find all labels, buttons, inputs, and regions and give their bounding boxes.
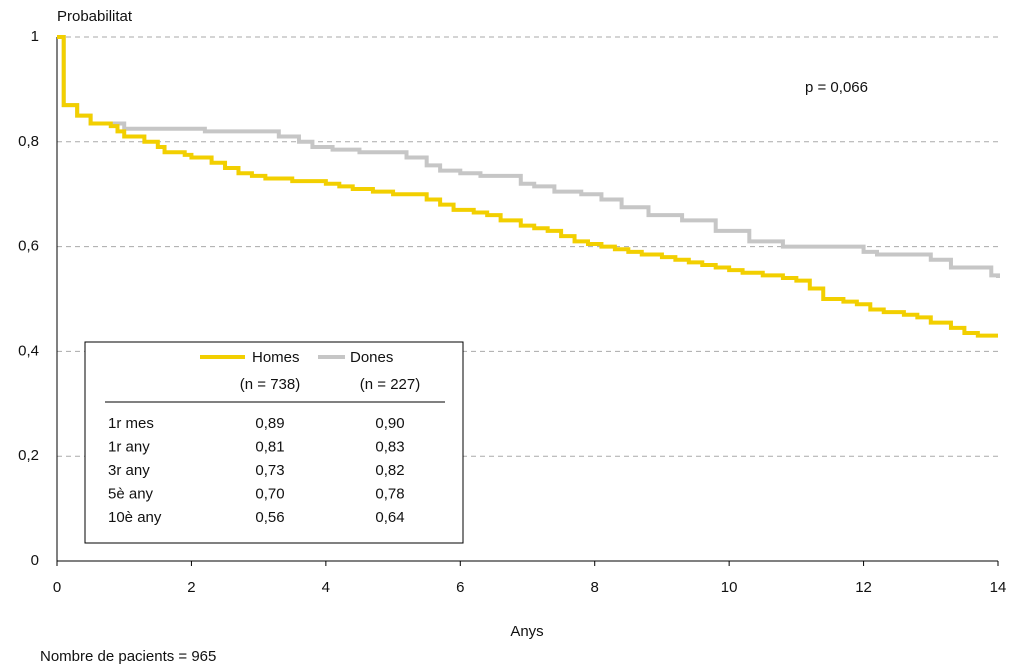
x-tick-label: 12	[855, 579, 872, 596]
annotation: p = 0,066	[805, 79, 868, 96]
legend-box	[84, 341, 464, 544]
x-axis-title: Anys	[510, 623, 543, 640]
x-tick-label: 4	[322, 579, 330, 596]
survival-line	[57, 35, 1000, 279]
table-cell: 0,83	[375, 438, 404, 455]
table-header: (n = 738)	[240, 376, 300, 393]
table-cell: 0,73	[255, 462, 284, 479]
y-tick-label: 1	[31, 28, 39, 45]
y-tick-label: 0,6	[18, 238, 39, 255]
survival-line	[57, 35, 998, 338]
x-tick-label: 10	[721, 579, 738, 596]
y-tick-label: 0,8	[18, 133, 39, 150]
footnote: Nombre de pacients = 965	[40, 648, 216, 665]
legend-label: Homes	[252, 349, 300, 366]
table-header: (n = 227)	[360, 376, 420, 393]
table-cell: 0,56	[255, 509, 284, 526]
table-row-label: 10è any	[108, 509, 162, 526]
x-tick-label: 14	[990, 579, 1007, 596]
table-row-label: 1r mes	[108, 415, 154, 432]
table-row-label: 1r any	[108, 438, 150, 455]
y-axis-title: Probabilitat	[57, 8, 133, 25]
x-tick-label: 6	[456, 579, 464, 596]
legend-label: Dones	[350, 349, 393, 366]
table-cell: 0,89	[255, 415, 284, 432]
y-tick-label: 0	[31, 552, 39, 569]
x-tick-label: 0	[53, 579, 61, 596]
table-cell: 0,82	[375, 462, 404, 479]
table-row-label: 3r any	[108, 462, 150, 479]
table-cell: 0,81	[255, 438, 284, 455]
table-cell: 0,90	[375, 415, 404, 432]
table-row-label: 5è any	[108, 485, 154, 502]
y-tick-label: 0,2	[18, 447, 39, 464]
table-cell: 0,70	[255, 485, 284, 502]
table-cell: 0,64	[375, 509, 404, 526]
table-cell: 0,78	[375, 485, 404, 502]
x-tick-label: 2	[187, 579, 195, 596]
x-tick-label: 8	[591, 579, 599, 596]
y-tick-label: 0,4	[18, 342, 39, 359]
